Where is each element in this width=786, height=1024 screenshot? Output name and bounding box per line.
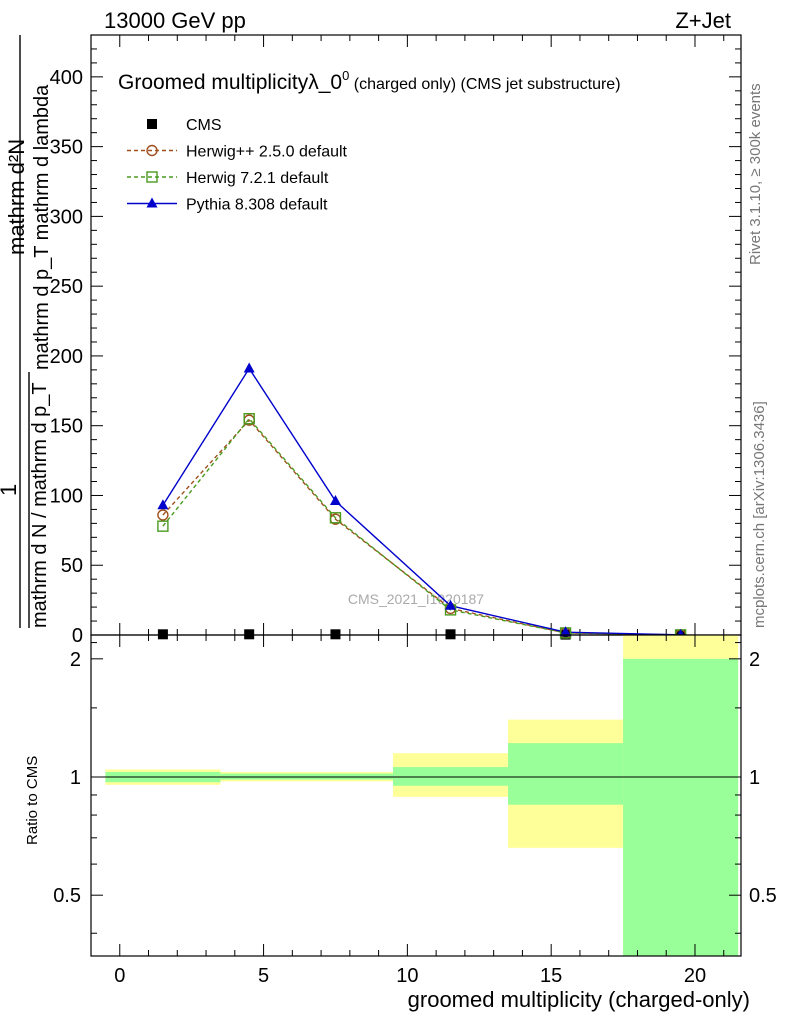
series-point-3 <box>157 499 169 510</box>
ratio-stat-band-3 <box>508 743 624 805</box>
series-point-2 <box>329 512 342 524</box>
legend-label-2: Herwig 7.2.1 default <box>186 170 329 187</box>
ylabel-top: mathrm d²N <box>4 139 29 255</box>
ratio-ytick-label-right: 0.5 <box>749 885 777 907</box>
ratio-stat-band-2 <box>392 767 509 786</box>
x-axis-label: groomed multiplicity (charged-only) <box>408 987 750 1012</box>
legend-label-3: Pythia 8.308 default <box>186 197 328 214</box>
xtick-label: 10 <box>396 965 418 987</box>
legend-marker-3 <box>146 197 158 208</box>
rivet-label: Rivet 3.1.10, ≥ 300k events <box>747 83 764 265</box>
series-point-0 <box>330 629 341 640</box>
legend-marker-1 <box>146 144 158 157</box>
main-series <box>157 362 687 641</box>
main-ytick-label: 250 <box>50 276 83 298</box>
xtick-label: 20 <box>684 965 706 987</box>
ylabel-num: 1 <box>0 484 21 496</box>
ratio-ytick-label: 1 <box>70 767 81 789</box>
ratio-frame <box>90 634 742 957</box>
ylabel-mid: mathrm d p_T mathrm d lambda <box>31 84 53 370</box>
ratio-bands <box>105 635 739 956</box>
series-point-3 <box>243 362 255 373</box>
xtick-label: 0 <box>114 965 125 987</box>
xtick-label: 5 <box>258 965 269 987</box>
legend-label-0: CMS <box>186 117 222 134</box>
title-main: Groomed multiplicityλ_0 <box>118 71 342 94</box>
title-sup: 0 <box>342 68 349 83</box>
ylabel-bottom: mathrm d N / mathrm d p_T <box>29 382 51 628</box>
main-ytick-label: 100 <box>50 485 83 507</box>
title-suffix: (charged only) (CMS jet substructure) <box>349 76 620 93</box>
series-point-2 <box>157 520 169 532</box>
series-point-3 <box>445 599 457 610</box>
ratio-ticks: 0.5 0.51 12 20 5 10 15 20 <box>53 635 777 987</box>
legend-label-1: Herwig++ 2.5.0 default <box>186 144 348 161</box>
main-ytick-label: 200 <box>50 346 83 368</box>
process-label: Z+Jet <box>675 8 731 33</box>
ratio-panel: 0.5 0.51 12 20 5 10 15 20 Ratio to CMS <box>24 634 777 987</box>
legend-marker-2 <box>146 171 158 183</box>
series-point-1 <box>157 509 169 521</box>
chart-title: Groomed multiplicityλ_00 (charged only) … <box>118 68 621 94</box>
ratio-ytick-label: 2 <box>70 649 81 671</box>
ratio-ytick-label-right: 1 <box>749 767 760 789</box>
series-point-3 <box>560 626 572 637</box>
mcplots-label: mcplots.cern.ch [arXiv:1306.3436] <box>751 401 768 628</box>
ratio-ylabel: Ratio to CMS <box>24 756 41 845</box>
series-point-0 <box>244 629 255 640</box>
watermark: CMS_2021_I1920187 <box>348 591 484 607</box>
main-ytick-label: 50 <box>61 555 83 577</box>
series-point-3 <box>329 495 341 506</box>
main-ytick-label: 150 <box>50 416 83 438</box>
main-panel: CMS_2021_I1920187 0 50 100 150 200 250 300 350 4… <box>0 34 742 647</box>
legend: CMS Herwig++ 2.5.0 default Herwig 7.2.1 de… <box>127 117 348 214</box>
y-axis-label: mathrm d²N mathrm d p_T mathrm d lambda … <box>0 35 53 628</box>
main-ytick-label: 0 <box>72 625 83 647</box>
series-point-0 <box>445 629 456 640</box>
energy-label: 13000 GeV pp <box>104 8 246 33</box>
ratio-ytick-label-right: 2 <box>749 649 760 671</box>
ratio-stat-band-4 <box>623 658 739 956</box>
main-ytick-label: 300 <box>50 206 83 228</box>
series-point-2 <box>243 413 255 425</box>
series-point-0 <box>157 629 168 640</box>
main-ytick-label: 350 <box>50 137 83 159</box>
main-ytick-label: 400 <box>50 67 83 89</box>
legend-marker-0 <box>147 119 157 129</box>
ratio-ytick-label: 0.5 <box>53 885 81 907</box>
xtick-label: 15 <box>540 965 562 987</box>
series-line-3 <box>162 367 681 636</box>
